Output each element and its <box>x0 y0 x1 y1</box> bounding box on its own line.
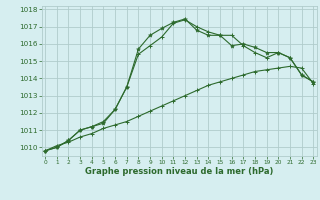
X-axis label: Graphe pression niveau de la mer (hPa): Graphe pression niveau de la mer (hPa) <box>85 167 273 176</box>
